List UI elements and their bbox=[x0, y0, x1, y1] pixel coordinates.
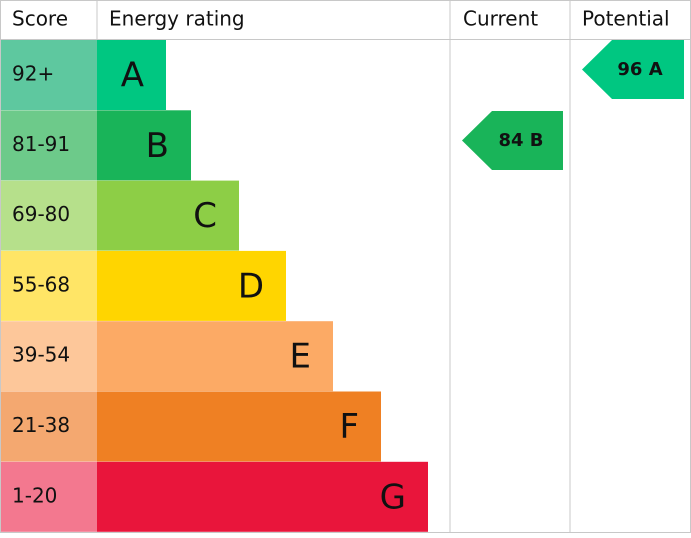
rating-bar bbox=[97, 250, 286, 321]
current-arrow bbox=[462, 111, 563, 170]
rating-letter: B bbox=[146, 126, 169, 166]
rating-bar bbox=[97, 110, 191, 181]
rating-letter: D bbox=[238, 266, 264, 306]
rating-letter: E bbox=[290, 337, 311, 377]
score-range: 1-20 bbox=[12, 483, 57, 507]
score-range: 21-38 bbox=[12, 413, 70, 437]
rating-letter: F bbox=[339, 407, 359, 447]
potential-arrow bbox=[582, 40, 684, 99]
score-range: 55-68 bbox=[12, 272, 70, 296]
score-cell bbox=[0, 461, 97, 532]
score-cell bbox=[0, 250, 97, 321]
rating-letter: A bbox=[121, 56, 144, 96]
rating-bar bbox=[97, 461, 428, 532]
rating-bar bbox=[97, 391, 381, 462]
score-cell bbox=[0, 40, 97, 110]
rating-letter: G bbox=[380, 477, 406, 517]
potential-label: 96 A bbox=[617, 59, 662, 80]
rating-bar bbox=[97, 40, 166, 110]
current-label: 84 B bbox=[498, 130, 543, 151]
rating-bar bbox=[97, 180, 239, 251]
score-cell bbox=[0, 391, 97, 462]
header-score: Score bbox=[12, 7, 68, 31]
rating-letter: C bbox=[193, 196, 217, 236]
score-range: 81-91 bbox=[12, 132, 70, 156]
header-potential: Potential bbox=[582, 7, 670, 31]
header-current: Current bbox=[463, 7, 538, 31]
score-range: 92+ bbox=[12, 62, 54, 86]
score-cell bbox=[0, 180, 97, 251]
score-range: 39-54 bbox=[12, 343, 70, 367]
score-cell bbox=[0, 110, 97, 181]
score-cell bbox=[0, 321, 97, 392]
header-energy-rating: Energy rating bbox=[109, 7, 245, 31]
rating-bar bbox=[97, 321, 333, 392]
score-range: 69-80 bbox=[12, 202, 70, 226]
